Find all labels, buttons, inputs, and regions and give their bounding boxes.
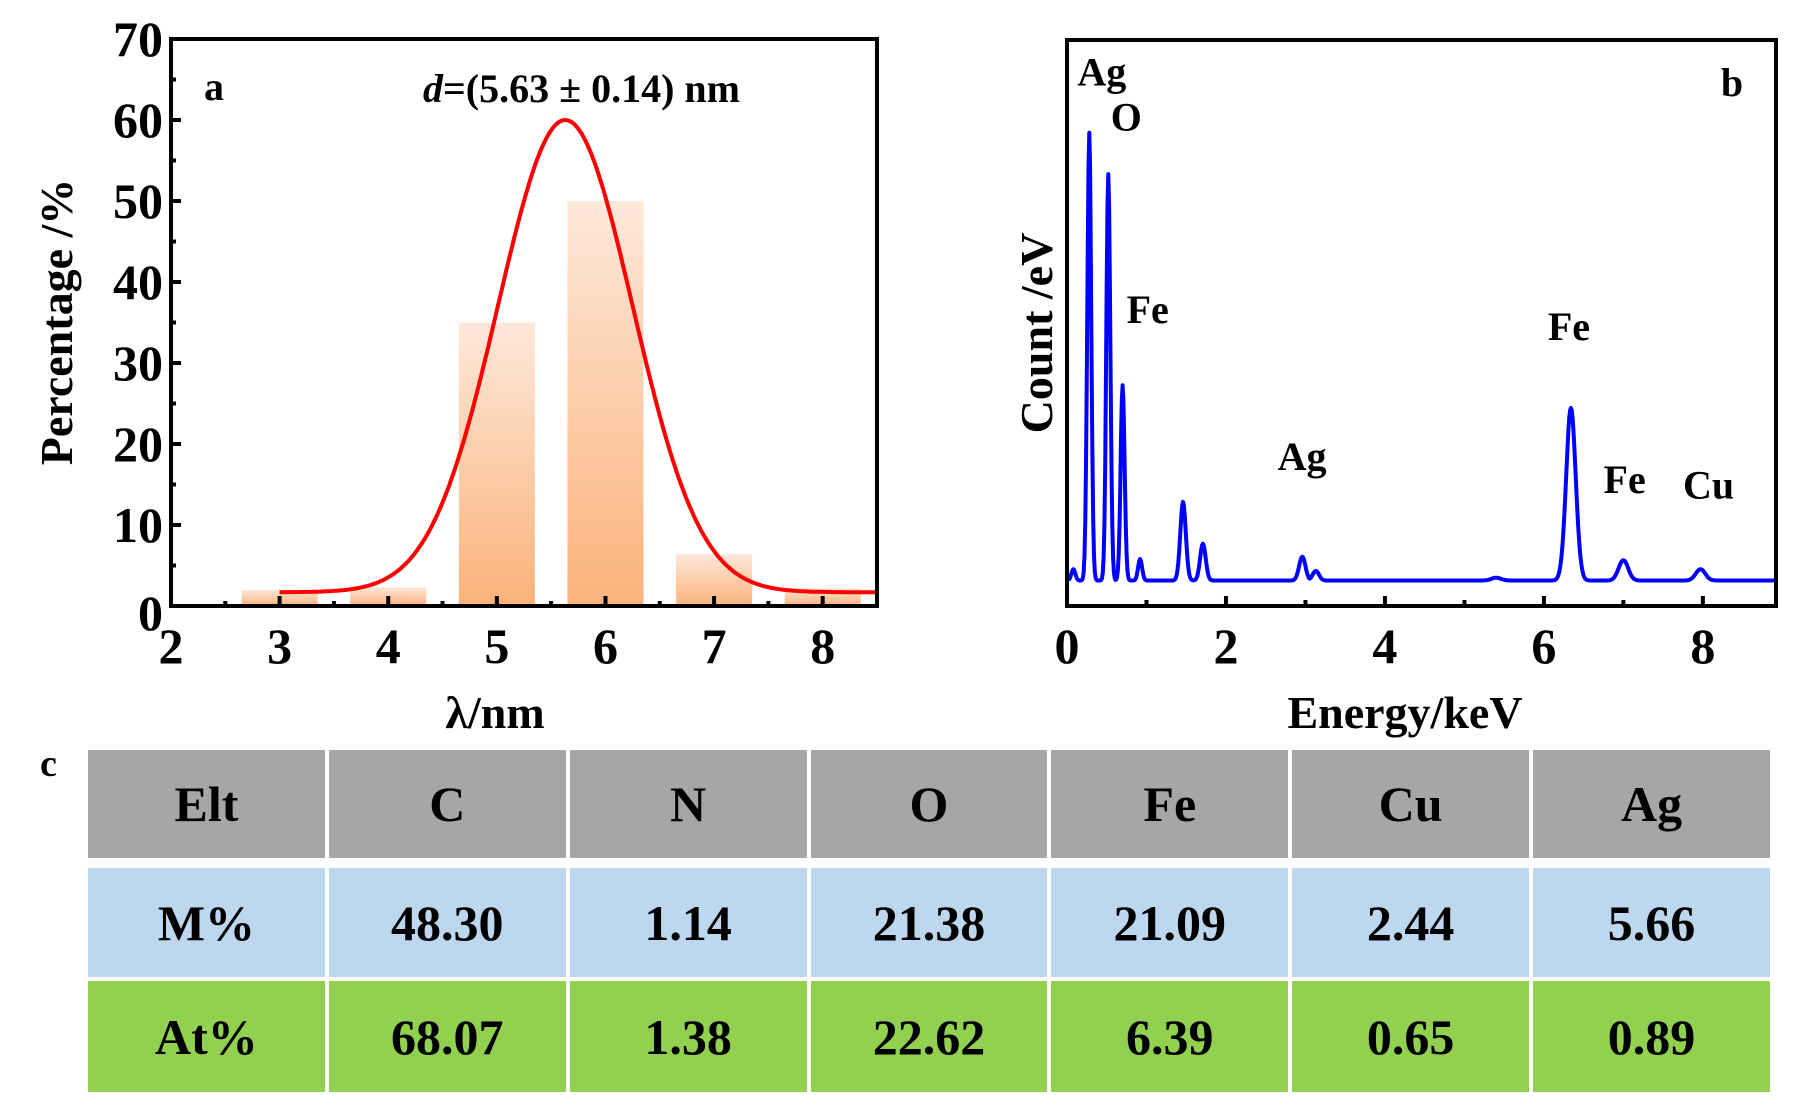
- y-tick-label-a: 60: [113, 92, 163, 148]
- table-cell: 48.30: [328, 868, 566, 977]
- x-tick-label-b: 8: [1690, 618, 1715, 674]
- panel-label-c: c: [40, 743, 57, 785]
- x-tick-label-a: 7: [702, 618, 727, 674]
- table-cell: 0.89: [1533, 981, 1770, 1092]
- x-tick-label-b: 2: [1213, 618, 1238, 674]
- x-axis-title-a: λ/nm: [445, 687, 544, 738]
- table-cell: 5.66: [1533, 868, 1770, 977]
- x-tick-label-a: 5: [484, 618, 509, 674]
- table-cell: 21.09: [1051, 868, 1289, 977]
- header-cell: O: [810, 750, 1048, 858]
- size-annotation: d=(5.63 ± 0.14) nm: [423, 66, 740, 111]
- table-cell: 2.44: [1292, 868, 1530, 977]
- x-tick-label-a: 2: [159, 618, 184, 674]
- y-axis-title-a: Percentage /%: [31, 179, 82, 466]
- plot-frame-b: [1065, 38, 1778, 608]
- element-composition-table: Elt C N O Fe Cu Ag M% 48.30 1.14 21.38 2…: [84, 750, 1774, 1092]
- x-tick-label-a: 8: [810, 618, 835, 674]
- x-tick-label-b: 0: [1055, 618, 1080, 674]
- histogram-bars: [241, 201, 861, 606]
- header-cell: N: [569, 750, 807, 858]
- table-cell: 22.62: [810, 981, 1048, 1092]
- chart-a-size-distribution: 2 3 4 5 6 7 8 0 10 20 30 40 50 60 70 a d=(5.63 ± 0.14)…: [31, 11, 879, 738]
- table-cell: 0.65: [1292, 981, 1530, 1092]
- table-cell: 68.07: [328, 981, 566, 1092]
- header-cell: Ag: [1533, 750, 1770, 858]
- annotation-italic-d: d: [423, 66, 444, 111]
- y-tick-label-a: 40: [113, 254, 163, 310]
- histogram-bar: [567, 201, 644, 606]
- table-row-atomic-percent: At% 68.07 1.38 22.62 6.39 0.65 0.89: [88, 981, 1770, 1092]
- peak-label-fe: Fe: [1548, 304, 1590, 349]
- header-cell: Elt: [88, 750, 325, 858]
- panel-label-a: a: [204, 64, 224, 109]
- x-tick-label-a: 6: [593, 618, 618, 674]
- x-tick-label-b: 6: [1531, 618, 1556, 674]
- peak-label-fe: Fe: [1604, 457, 1646, 502]
- y-tick-label-a: 50: [113, 173, 163, 229]
- x-tick-label-b: 4: [1372, 618, 1397, 674]
- annotation-text: =(5.63 ± 0.14) nm: [443, 66, 740, 111]
- table-row-mass-percent: M% 48.30 1.14 21.38 21.09 2.44 5.66: [88, 868, 1770, 977]
- axis-ticks-a: 2 3 4 5 6 7 8 0 10 20 30 40 50 60 70: [113, 11, 835, 674]
- table-cell: 21.38: [810, 868, 1048, 977]
- table-cell: 1.38: [569, 981, 807, 1092]
- x-tick-label-a: 3: [267, 618, 292, 674]
- row-label: M%: [88, 868, 325, 977]
- peak-label-o: O: [1111, 95, 1142, 140]
- axis-ticks-b: 0 2 4 6 8: [1055, 596, 1715, 674]
- table-cell: 1.14: [569, 868, 807, 977]
- y-tick-label-a: 10: [113, 497, 163, 553]
- header-cell: Fe: [1051, 750, 1289, 858]
- peak-label-ag: Ag: [1077, 49, 1126, 94]
- panel-label-b: b: [1721, 60, 1743, 105]
- header-cell: C: [328, 750, 566, 858]
- row-label: At%: [88, 981, 325, 1092]
- y-tick-label-a: 30: [113, 335, 163, 391]
- y-axis-title-b: Count /eV: [1011, 233, 1062, 434]
- x-tick-label-a: 4: [376, 618, 401, 674]
- x-axis-title-b: Energy/keV: [1287, 687, 1522, 738]
- table-cell: 6.39: [1051, 981, 1289, 1092]
- eds-spectrum-line: [1067, 130, 1777, 583]
- peak-label-ag: Ag: [1278, 434, 1327, 479]
- header-cell: Cu: [1292, 750, 1530, 858]
- y-tick-label-a: 0: [138, 585, 163, 641]
- table-header-row: Elt C N O Fe Cu Ag: [88, 750, 1770, 858]
- gaussian-fit-curve: [279, 118, 877, 595]
- y-tick-label-a: 20: [113, 416, 163, 472]
- peak-label-fe: Fe: [1127, 287, 1169, 332]
- histogram-bar: [458, 322, 535, 606]
- peak-label-cu: Cu: [1683, 462, 1734, 507]
- y-tick-label-a: 70: [113, 11, 163, 67]
